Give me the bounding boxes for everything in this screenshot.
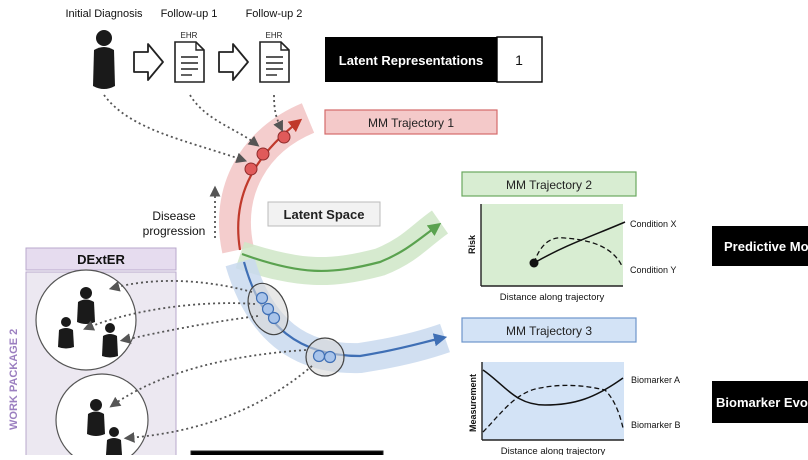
condition-y-curve <box>533 237 623 267</box>
person-icon <box>58 317 74 349</box>
cluster-link-arrow <box>83 302 256 331</box>
person-icon <box>77 287 95 324</box>
trajectory-2-label: MM Trajectory 2 <box>506 178 592 192</box>
condition-x-curve <box>533 221 626 264</box>
latent-cluster-2 <box>305 337 345 377</box>
ehr-document-icon: EHR <box>174 31 205 83</box>
trajectory-1-label-box: MM Trajectory 1 <box>324 109 498 135</box>
arrow-right-icon <box>218 43 249 81</box>
risk-plot: Risk Distance along trajectory Condition… <box>467 204 677 303</box>
trajectory-1-point <box>244 162 258 176</box>
biomarker-a-curve <box>482 369 624 406</box>
cropped-bottom-box <box>190 450 384 460</box>
condition-x-label: Condition X <box>630 219 677 229</box>
biomarker-evolution-box: Biomarker Evo <box>712 381 808 423</box>
dexter-header <box>25 247 177 271</box>
latent-space-box: Latent Space <box>267 201 381 227</box>
cluster-link-arrow <box>119 315 259 344</box>
followup-1-label: Follow-up 1 <box>161 8 218 20</box>
mapping-arrow <box>273 94 283 132</box>
patient-icon <box>93 30 115 89</box>
work-package-label: WORK PACKAGE 2 <box>8 329 20 430</box>
arrow-right-icon <box>133 43 164 81</box>
mapping-arrow <box>103 94 248 163</box>
latent-value-box <box>496 36 543 83</box>
latent-representations-box: Latent Representations 1 <box>325 36 543 83</box>
measurement-plot: Measurement Distance along trajectory Bi… <box>468 362 681 457</box>
latent-label-box <box>325 37 497 82</box>
initial-diagnosis-label: Initial Diagnosis <box>65 8 143 20</box>
timeline: Initial Diagnosis Follow-up 1 Follow-up … <box>65 8 302 89</box>
disease-progression-line2: progression <box>143 224 206 238</box>
ehr-tag: EHR <box>266 31 283 40</box>
biomarker-a-label: Biomarker A <box>631 375 680 385</box>
trajectory-2-line <box>241 222 442 273</box>
latent-representations-label: Latent Representations <box>339 53 483 68</box>
trajectory-2-label-box: MM Trajectory 2 <box>461 171 637 197</box>
measurement-ylabel: Measurement <box>468 374 478 432</box>
measurement-xlabel: Distance along trajectory <box>501 446 606 455</box>
predictive-model-label: Predictive Mo <box>724 239 808 254</box>
dexter-title: DExtER <box>77 252 125 267</box>
person-icon <box>102 323 118 358</box>
measurement-plot-bg <box>482 362 624 440</box>
followup-2-label: Follow-up 2 <box>246 8 303 20</box>
risk-ylabel: Risk <box>467 234 477 254</box>
person-icon <box>106 427 122 455</box>
predictive-model-box: Predictive Mo <box>712 226 808 266</box>
mapping-arrow <box>189 94 260 147</box>
risk-xlabel: Distance along trajectory <box>500 292 605 303</box>
person-icon <box>87 399 105 436</box>
trajectory-1-label: MM Trajectory 1 <box>368 116 454 130</box>
latent-space-label: Latent Space <box>284 207 365 222</box>
patient-cluster-1 <box>35 269 137 371</box>
latent-cluster-1 <box>247 282 289 336</box>
latent-value: 1 <box>515 52 523 68</box>
cluster-link-arrow <box>109 349 307 408</box>
ehr-document-icon: EHR <box>259 31 290 83</box>
risk-plot-bg <box>481 204 623 286</box>
ehr-tag: EHR <box>181 31 198 40</box>
biomarker-b-label: Biomarker B <box>631 420 681 430</box>
trajectory-3-label: MM Trajectory 3 <box>506 324 592 338</box>
trajectory-3-label-box: MM Trajectory 3 <box>461 317 637 343</box>
risk-origin-point <box>529 258 539 268</box>
dexter-panel: DExtER WORK PACKAGE 2 <box>8 247 177 460</box>
condition-y-label: Condition Y <box>630 265 676 275</box>
biomarker-evolution-label: Biomarker Evo <box>716 395 808 410</box>
biomarker-b-curve <box>482 384 624 433</box>
trajectory-1-point <box>256 147 270 161</box>
disease-progression-line1: Disease <box>152 209 196 223</box>
trajectory-1-point <box>277 130 291 144</box>
cluster-link-arrow <box>108 280 253 293</box>
